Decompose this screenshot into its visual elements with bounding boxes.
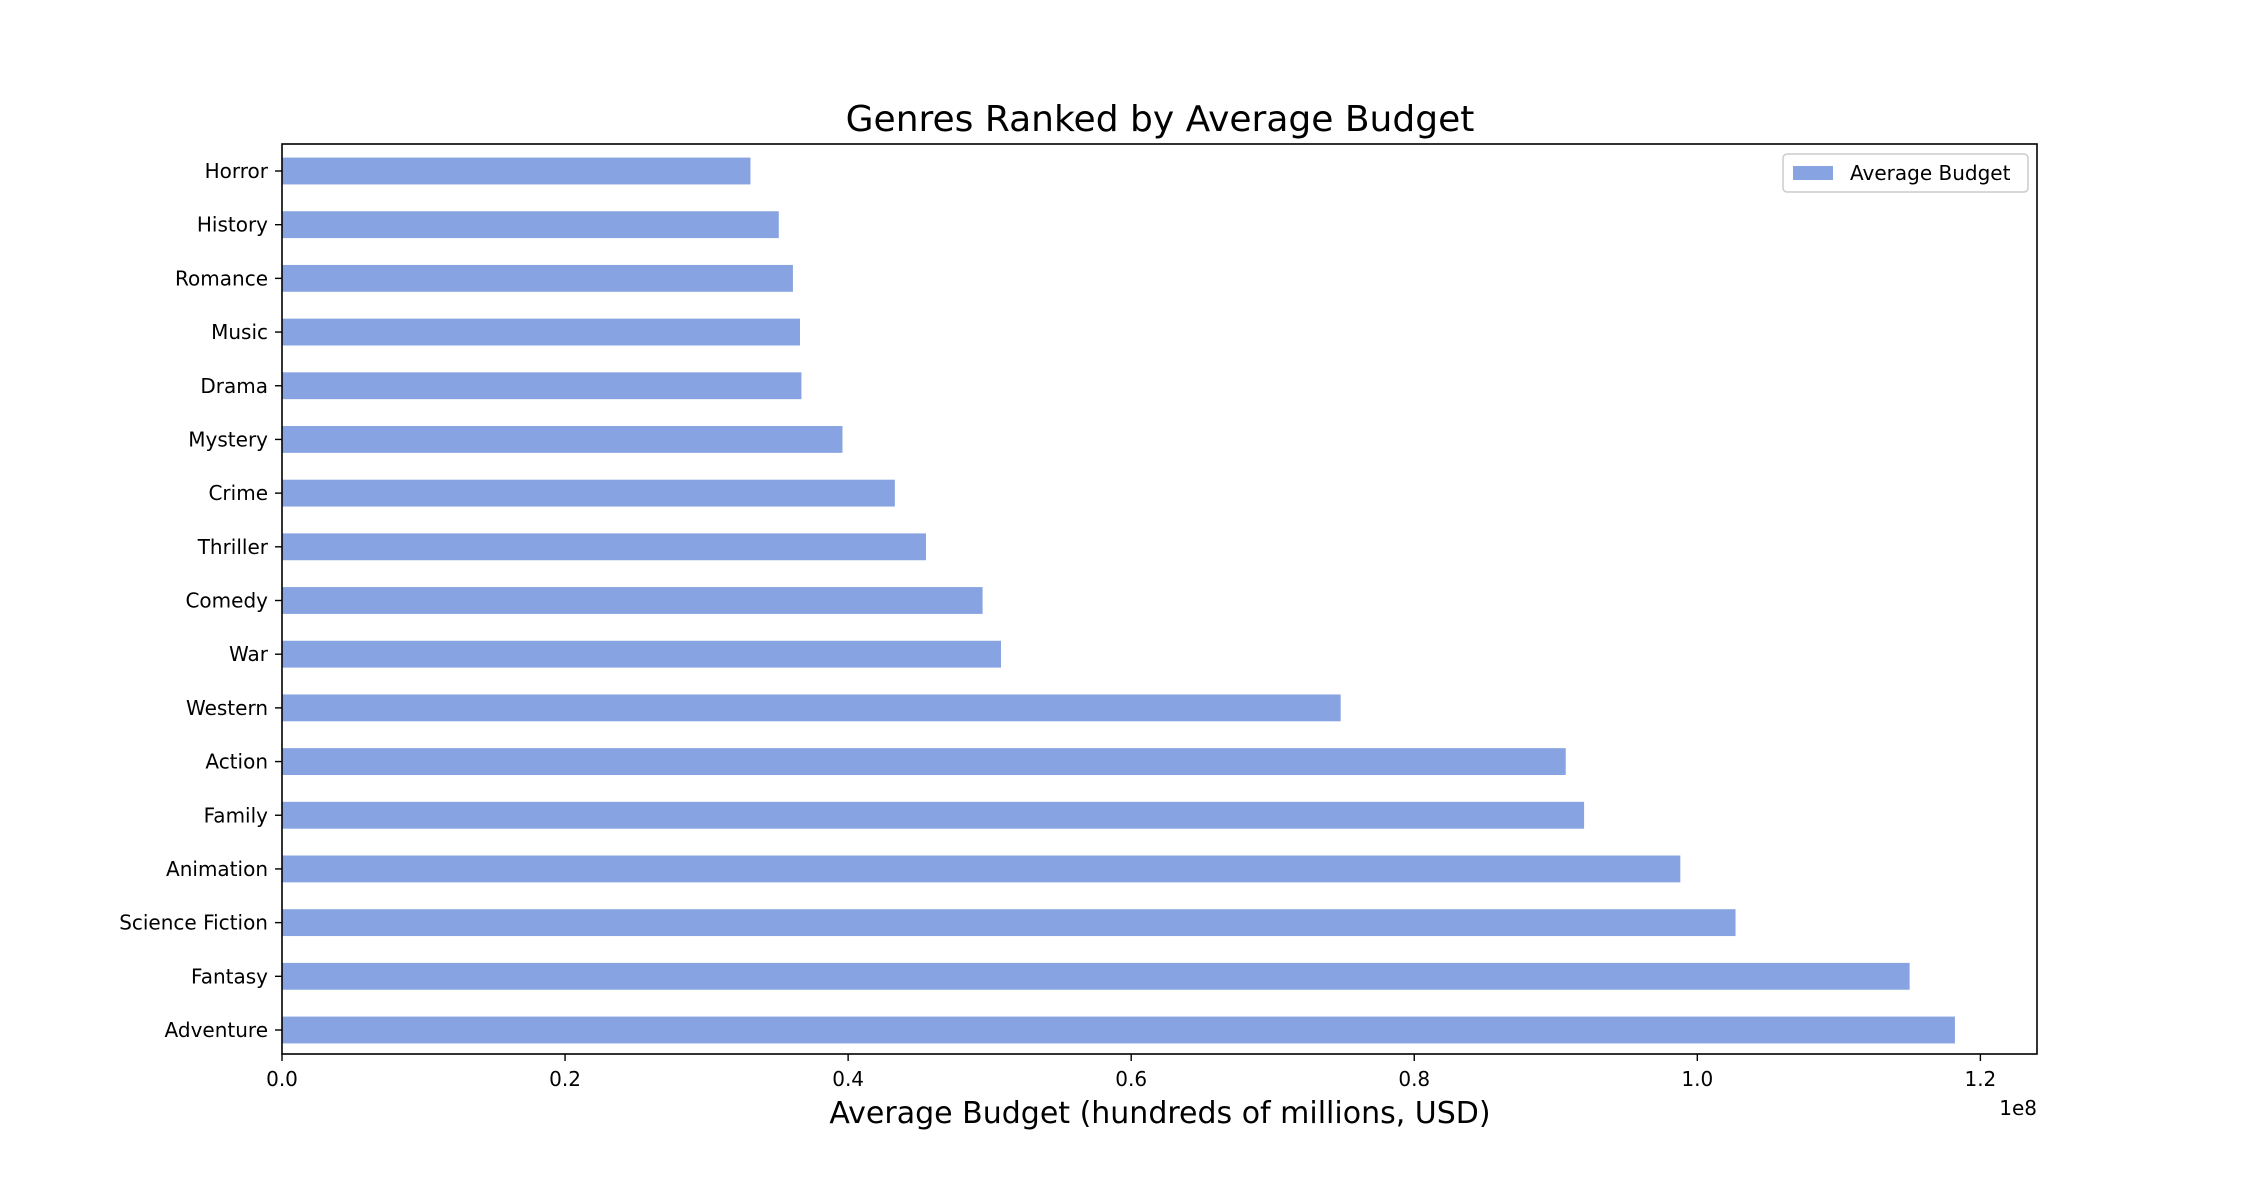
y-tick-label: Comedy (185, 589, 268, 613)
bar-science-fiction (282, 909, 1736, 937)
y-tick-label: Science Fiction (119, 911, 268, 935)
legend-label: Average Budget (1850, 161, 2011, 185)
bar-western (282, 694, 1341, 722)
bar-crime (282, 479, 895, 507)
plot-frame (281, 143, 2038, 1055)
y-axis: Adventure Fantasy Science Fiction Animation… (119, 159, 282, 1042)
bar-mystery (282, 426, 843, 453)
bar-animation (282, 855, 1681, 883)
bar-drama (282, 372, 802, 400)
bar-comedy (282, 587, 983, 614)
y-tick-label: Drama (200, 374, 268, 398)
x-tick-label: 0.0 (266, 1067, 298, 1091)
y-tick-label: War (229, 642, 269, 666)
y-tick-label: Animation (166, 857, 268, 881)
y-tick-label: Music (211, 320, 268, 344)
bar-fantasy (282, 962, 1910, 990)
bar-thriller (282, 533, 926, 561)
x-axis-offset-text: 1e8 (1999, 1096, 2037, 1120)
x-tick-label: 0.8 (1398, 1067, 1430, 1091)
bar-family (282, 801, 1585, 829)
chart-title: Genres Ranked by Average Budget (846, 99, 1475, 140)
y-tick-label: Family (204, 803, 269, 827)
bar-adventure (282, 1016, 1955, 1044)
y-tick-label: Action (205, 750, 268, 774)
bar-history (282, 211, 779, 239)
bar-romance (282, 264, 793, 292)
x-tick-label: 1.2 (1964, 1067, 1996, 1091)
x-tick-label: 0.2 (549, 1067, 581, 1091)
y-tick-label: Fantasy (191, 964, 268, 988)
x-tick-label: 0.6 (1115, 1067, 1147, 1091)
y-tick-label: Romance (175, 266, 268, 290)
y-tick-label: History (197, 213, 268, 237)
x-axis: 0.0 0.2 0.4 0.6 0.8 1.0 1.2 (266, 1054, 1996, 1091)
y-tick-label: Thriller (197, 535, 269, 559)
bar-music (282, 318, 801, 346)
y-tick-label: Adventure (165, 1018, 268, 1042)
bar-action (282, 748, 1566, 775)
y-tick-label: Western (186, 696, 268, 720)
legend-frame (1782, 153, 2029, 193)
bar-war (282, 640, 1001, 668)
legend-swatch (1793, 166, 1833, 180)
x-tick-label: 0.4 (832, 1067, 864, 1091)
y-tick-label: Crime (208, 481, 268, 505)
bars-layer (282, 157, 1955, 1044)
bar-horror (282, 157, 751, 185)
x-axis-label: Average Budget (hundreds of millions, US… (829, 1096, 1490, 1131)
y-tick-label: Horror (205, 159, 269, 183)
y-tick-label: Mystery (188, 427, 268, 451)
legend: Average Budget (1782, 153, 2029, 193)
x-tick-label: 1.0 (1681, 1067, 1713, 1091)
